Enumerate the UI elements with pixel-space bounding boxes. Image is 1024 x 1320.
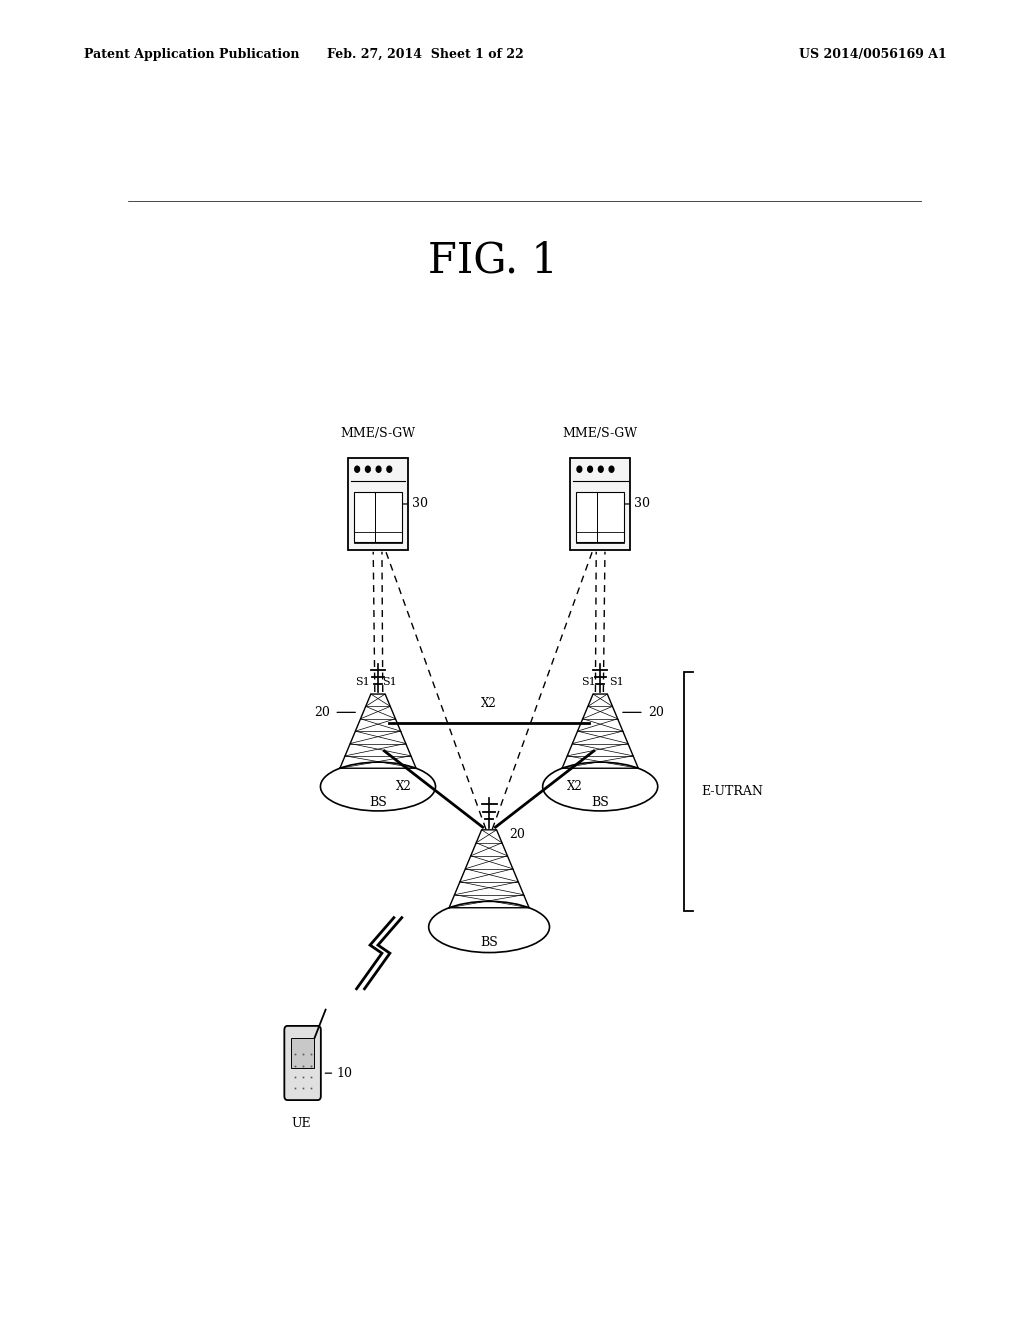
Text: S1: S1 (354, 677, 370, 686)
Text: S1: S1 (383, 677, 397, 686)
Bar (575, 492, 625, 543)
Text: BS: BS (480, 936, 498, 949)
Text: MME/S-GW: MME/S-GW (562, 426, 638, 440)
Text: BS: BS (591, 796, 609, 809)
Text: 30: 30 (412, 498, 428, 511)
Text: BS: BS (369, 796, 387, 809)
Bar (292, 1038, 313, 1068)
Text: 10: 10 (337, 1067, 352, 1080)
Circle shape (387, 466, 391, 473)
FancyBboxPatch shape (285, 1026, 321, 1100)
Bar (353, 492, 402, 543)
Text: 20: 20 (314, 706, 331, 719)
Circle shape (598, 466, 603, 473)
Text: S1: S1 (608, 677, 624, 686)
Text: MME/S-GW: MME/S-GW (340, 426, 416, 440)
Text: X2: X2 (567, 780, 583, 792)
Circle shape (376, 466, 381, 473)
Text: UE: UE (291, 1117, 311, 1130)
Circle shape (577, 466, 582, 473)
Text: E-UTRAN: E-UTRAN (701, 784, 763, 797)
Text: 20: 20 (509, 828, 525, 841)
Circle shape (354, 466, 359, 473)
Bar (570, 458, 630, 549)
Text: US 2014/0056169 A1: US 2014/0056169 A1 (799, 48, 946, 61)
Text: 20: 20 (648, 706, 664, 719)
Text: S1: S1 (581, 677, 596, 686)
Circle shape (366, 466, 371, 473)
Bar (348, 458, 408, 549)
Text: FIG. 1: FIG. 1 (428, 239, 558, 281)
Circle shape (609, 466, 613, 473)
Circle shape (588, 466, 593, 473)
Text: Patent Application Publication: Patent Application Publication (84, 48, 299, 61)
Text: Feb. 27, 2014  Sheet 1 of 22: Feb. 27, 2014 Sheet 1 of 22 (327, 48, 523, 61)
Text: 30: 30 (634, 498, 650, 511)
Text: X2: X2 (395, 780, 412, 792)
Text: X2: X2 (481, 697, 497, 710)
